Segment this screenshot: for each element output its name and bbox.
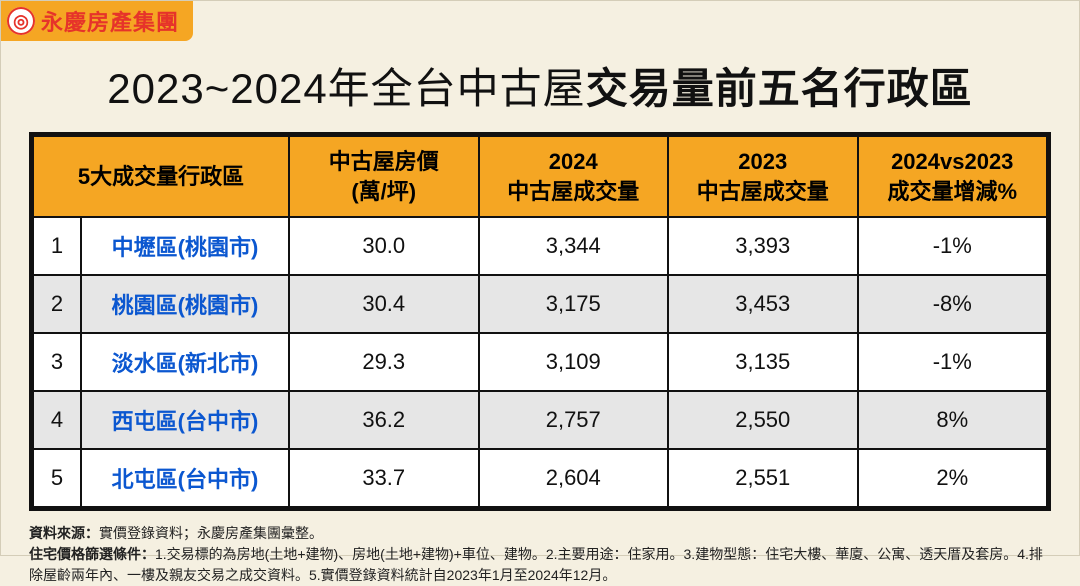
cell-vol2024: 2,757 [479,391,669,449]
footer-cond-text: 1.交易標的為房地(土地+建物)、房地(土地+建物)+車位、建物。2.主要用途：… [29,546,1043,583]
cell-vol2023: 3,393 [668,217,858,275]
cell-district: 中壢區(桃園市) [81,217,289,275]
table-row: 1 中壢區(桃園市) 30.0 3,344 3,393 -1% [33,217,1047,275]
col-vol2023: 2023 中古屋成交量 [668,136,858,217]
data-table: 5大成交量行政區 中古屋房價 (萬/坪) 2024 中古屋成交量 2023 中古… [32,135,1048,508]
cell-delta: 2% [858,449,1048,507]
footer-conditions: 住宅價格篩選條件：1.交易標的為房地(土地+建物)、房地(土地+建物)+車位、建… [29,544,1051,586]
table-row: 4 西屯區(台中市) 36.2 2,757 2,550 8% [33,391,1047,449]
brand-bar: ◎ 永慶房產集團 [1,1,193,41]
title-prefix: 2023~2024年全台中古屋 [107,65,585,112]
cell-delta: 8% [858,391,1048,449]
cell-rank: 3 [33,333,81,391]
cell-vol2023: 3,135 [668,333,858,391]
cell-delta: -8% [858,275,1048,333]
cell-delta: -1% [858,333,1048,391]
col-vol2024: 2024 中古屋成交量 [479,136,669,217]
cell-vol2024: 3,175 [479,275,669,333]
table-row: 3 淡水區(新北市) 29.3 3,109 3,135 -1% [33,333,1047,391]
col-price: 中古屋房價 (萬/坪) [289,136,479,217]
cell-delta: -1% [858,217,1048,275]
cell-district: 淡水區(新北市) [81,333,289,391]
col-delta: 2024vs2023 成交量增減% [858,136,1048,217]
brand-logo-icon: ◎ [7,7,35,35]
cell-district: 西屯區(台中市) [81,391,289,449]
cell-district: 北屯區(台中市) [81,449,289,507]
footer-source: 資料來源：實價登錄資料；永慶房產集團彙整。 [29,523,1051,544]
data-table-wrap: 5大成交量行政區 中古屋房價 (萬/坪) 2024 中古屋成交量 2023 中古… [29,132,1051,511]
cell-vol2024: 3,344 [479,217,669,275]
table-row: 5 北屯區(台中市) 33.7 2,604 2,551 2% [33,449,1047,507]
brand-name: 永慶房產集團 [41,5,179,37]
cell-vol2024: 3,109 [479,333,669,391]
col-district: 5大成交量行政區 [33,136,289,217]
footer-notes: 資料來源：實價登錄資料；永慶房產集團彙整。 住宅價格篩選條件：1.交易標的為房地… [29,523,1051,586]
title-bold: 交易量前五名行政區 [586,65,973,112]
cell-vol2023: 2,550 [668,391,858,449]
cell-rank: 5 [33,449,81,507]
cell-price: 30.4 [289,275,479,333]
cell-price: 30.0 [289,217,479,275]
cell-rank: 2 [33,275,81,333]
cell-price: 33.7 [289,449,479,507]
cell-price: 29.3 [289,333,479,391]
cell-district: 桃園區(桃園市) [81,275,289,333]
page-title: 2023~2024年全台中古屋交易量前五名行政區 [1,55,1079,116]
cell-vol2023: 2,551 [668,449,858,507]
table-header-row: 5大成交量行政區 中古屋房價 (萬/坪) 2024 中古屋成交量 2023 中古… [33,136,1047,217]
table-row: 2 桃園區(桃園市) 30.4 3,175 3,453 -8% [33,275,1047,333]
footer-cond-label: 住宅價格篩選條件： [29,546,155,562]
cell-vol2023: 3,453 [668,275,858,333]
footer-source-label: 資料來源： [29,525,99,541]
cell-vol2024: 2,604 [479,449,669,507]
footer-source-text: 實價登錄資料；永慶房產集團彙整。 [99,525,323,541]
cell-price: 36.2 [289,391,479,449]
cell-rank: 1 [33,217,81,275]
cell-rank: 4 [33,391,81,449]
